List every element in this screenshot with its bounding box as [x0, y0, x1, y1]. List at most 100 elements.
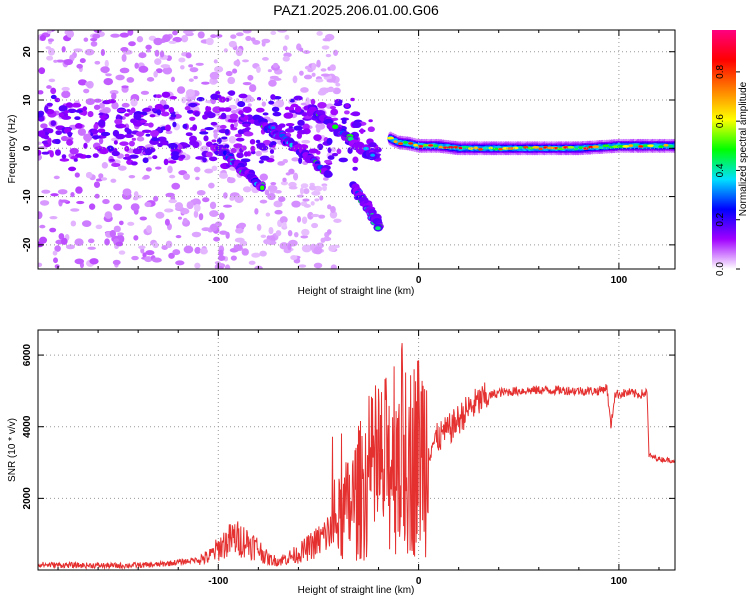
spectral-cell	[330, 206, 336, 213]
spectral-cell	[300, 183, 309, 189]
spectral-cell	[183, 245, 194, 254]
spectral-cell	[663, 143, 669, 147]
spectral-cell	[228, 40, 237, 48]
spectral-cell	[492, 147, 499, 151]
spectral-cell	[254, 208, 259, 215]
spectral-cell	[274, 189, 282, 194]
spectral-cell	[255, 107, 265, 113]
spectral-cell	[57, 189, 68, 195]
spectral-cell	[188, 78, 194, 82]
spectral-cell	[98, 119, 106, 127]
spectral-cell	[134, 62, 139, 69]
colorbar-tick-label: 0.2	[715, 212, 726, 226]
spectral-cell	[210, 34, 217, 39]
spectral-cell	[261, 101, 267, 107]
spectral-cell	[116, 114, 121, 119]
spectral-cell	[233, 244, 243, 251]
spectral-cell	[279, 242, 289, 250]
spectral-cell	[49, 227, 57, 233]
spectral-cell	[256, 96, 262, 101]
spectral-cell	[248, 260, 256, 265]
spectral-cell	[150, 137, 161, 142]
spectral-cell	[196, 190, 206, 196]
spectral-cell	[333, 218, 342, 223]
spectral-cell	[164, 208, 171, 213]
spectral-cell	[194, 262, 201, 269]
spectral-cell	[308, 184, 316, 191]
spectral-cell	[169, 116, 176, 120]
spectral-cell	[303, 204, 311, 208]
spectral-cell	[104, 211, 113, 219]
spectral-cell	[223, 48, 228, 53]
spectral-cell	[133, 235, 139, 241]
spectral-cell	[147, 156, 152, 160]
spectral-cell	[70, 208, 80, 212]
spectral-cell	[39, 200, 50, 206]
spectral-cell	[75, 186, 83, 194]
spectral-cell	[403, 140, 408, 144]
spectral-cell	[144, 256, 153, 263]
spectral-cell	[443, 146, 449, 149]
spectral-cell	[273, 200, 283, 208]
spectral-cell	[327, 204, 332, 210]
spectral-cell	[227, 91, 235, 95]
spectral-cell	[199, 131, 209, 135]
spectral-cell	[85, 171, 93, 179]
spectral-cell	[89, 258, 99, 265]
spectral-cell	[75, 109, 83, 113]
spectral-cell	[186, 201, 194, 210]
spectral-cell	[172, 30, 178, 36]
spectral-cell	[52, 250, 58, 256]
spectral-cell	[185, 132, 193, 137]
spectral-cell	[39, 34, 46, 42]
spectral-cell	[273, 77, 282, 81]
spectral-cell	[63, 110, 70, 114]
spectral-cell	[296, 216, 302, 223]
spectral-cell	[230, 123, 235, 129]
spectral-cell	[313, 134, 322, 141]
spectral-cell	[194, 204, 201, 212]
spectral-cell	[272, 111, 282, 117]
spectral-cell	[229, 195, 235, 201]
spectral-cell	[211, 165, 218, 171]
spectral-cell	[324, 87, 335, 93]
spectral-cell	[184, 105, 191, 111]
spectral-cell	[131, 137, 137, 141]
spectral-cell	[193, 210, 199, 218]
spectral-cell	[135, 131, 145, 137]
spectral-cell	[54, 245, 61, 252]
spectral-cell	[187, 109, 194, 114]
spectral-cell	[98, 137, 104, 145]
spectral-cell	[164, 124, 172, 132]
spectral-cell	[233, 121, 239, 128]
spectral-cell	[117, 232, 124, 236]
spectral-cell	[145, 250, 155, 256]
spectral-cell	[70, 192, 75, 198]
spectral-cell	[219, 230, 228, 235]
spectral-cell	[155, 68, 163, 74]
spectral-cell	[256, 66, 261, 73]
spectral-cell	[235, 137, 245, 142]
spectral-cell	[171, 182, 181, 190]
spectral-cell	[124, 133, 134, 139]
spectral-cell	[189, 140, 197, 146]
spectral-cell	[53, 59, 58, 63]
spectral-cell	[70, 220, 77, 227]
spectral-cell	[222, 204, 233, 208]
spectral-cell	[58, 233, 65, 240]
spectral-cell	[270, 30, 277, 36]
spectral-cell	[73, 158, 78, 162]
spectral-cell	[279, 216, 288, 224]
spectral-cell	[146, 225, 152, 234]
spectral-cell	[243, 151, 249, 157]
spectral-cell	[209, 201, 217, 210]
spectral-cell	[98, 173, 104, 179]
spectral-cell	[300, 87, 309, 93]
spectral-cell	[65, 102, 73, 108]
spectral-cell	[50, 193, 59, 197]
spectral-cell	[212, 106, 222, 114]
spectral-cell	[214, 66, 224, 73]
spectral-cell	[242, 81, 252, 86]
spectral-cell	[323, 170, 333, 178]
